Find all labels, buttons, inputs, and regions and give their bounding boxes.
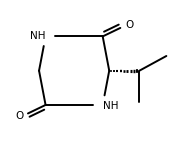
Text: NH: NH bbox=[103, 101, 119, 111]
Text: NH: NH bbox=[30, 31, 45, 41]
Text: O: O bbox=[125, 20, 133, 30]
Text: O: O bbox=[15, 111, 23, 121]
